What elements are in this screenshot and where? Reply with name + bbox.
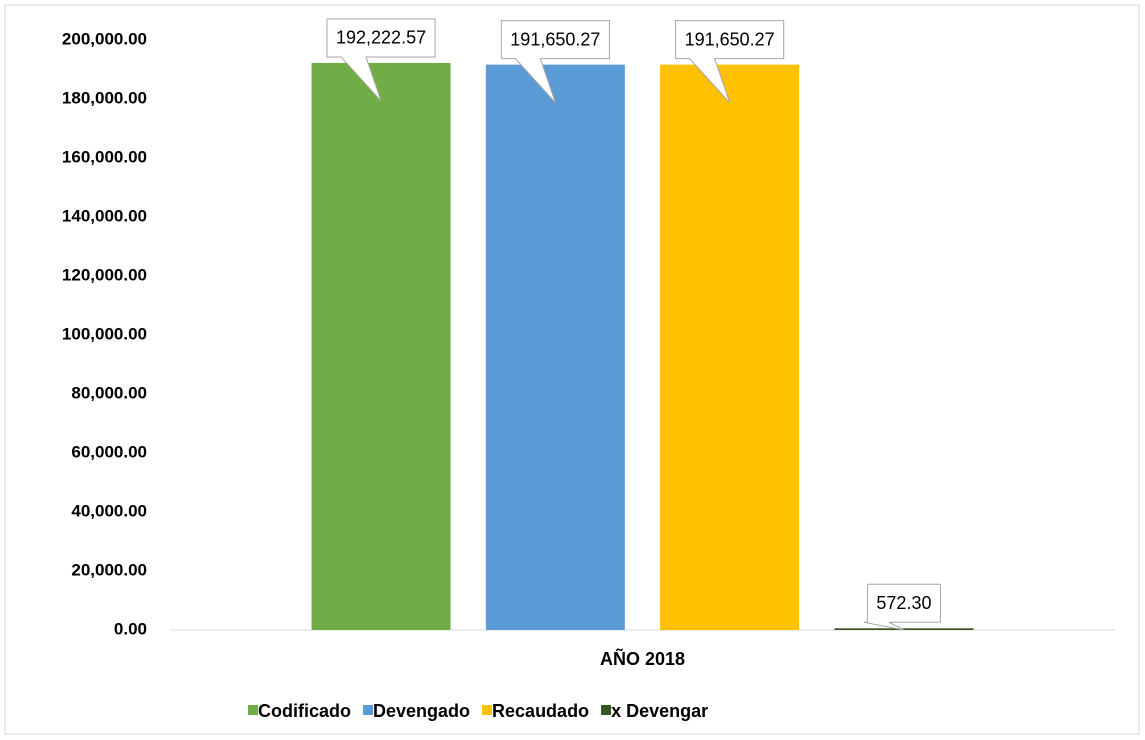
bar [660, 64, 800, 630]
legend-swatch [482, 705, 493, 715]
data-label: 572.30 [876, 593, 931, 613]
x-tick-label: AÑO 2018 [600, 648, 685, 669]
legend-label: Devengado [373, 701, 470, 721]
legend-label: Recaudado [492, 701, 589, 721]
legend-swatch [248, 705, 258, 715]
y-tick-label: 80,000.00 [71, 383, 147, 402]
y-tick-label: 0.00 [114, 619, 147, 638]
y-tick-label: 200,000.00 [62, 29, 147, 48]
legend-label: x Devengar [611, 701, 708, 721]
bar [485, 64, 625, 630]
y-tick-label: 40,000.00 [71, 501, 147, 520]
legend-label: Codificado [258, 701, 351, 721]
data-label-callout [675, 20, 785, 103]
y-tick-label: 20,000.00 [71, 560, 147, 579]
bar [834, 628, 974, 630]
data-label: 192,222.57 [336, 28, 426, 48]
y-tick-label: 100,000.00 [62, 324, 147, 343]
y-tick-label: 180,000.00 [62, 88, 147, 107]
legend-swatch [363, 705, 373, 715]
data-label-callout [500, 20, 610, 103]
y-tick-label: 140,000.00 [62, 206, 147, 225]
bar [311, 62, 451, 630]
y-tick-label: 160,000.00 [62, 147, 147, 166]
legend-swatch [601, 705, 612, 715]
y-tick-label: 60,000.00 [71, 442, 147, 461]
y-tick-label: 120,000.00 [62, 265, 147, 284]
data-label: 191,650.27 [510, 29, 600, 49]
data-label-callout [326, 18, 436, 102]
data-label-callout [863, 583, 941, 631]
data-label: 191,650.27 [685, 29, 775, 49]
